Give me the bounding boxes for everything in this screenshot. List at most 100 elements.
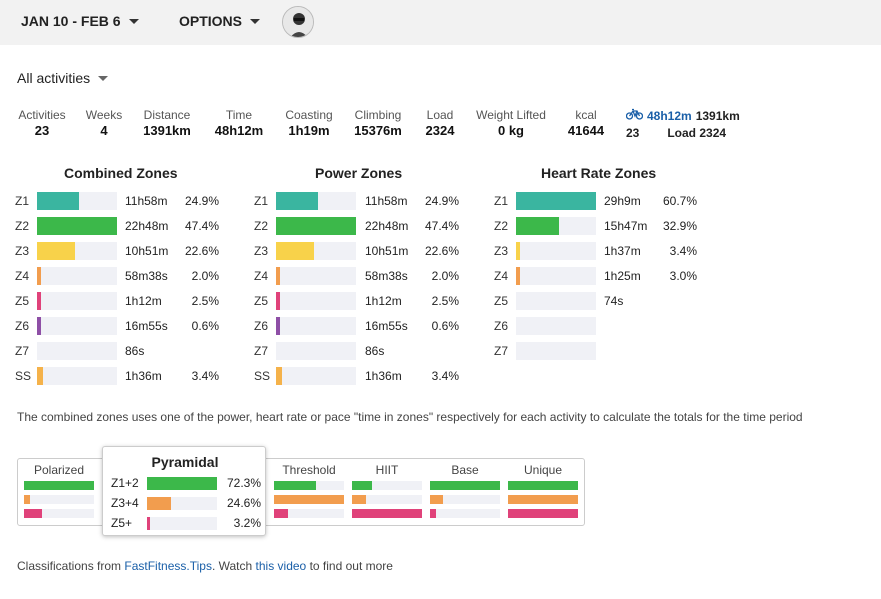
zone-row-z4: Z4 1h25m 3.0% [494, 267, 724, 285]
classification-threshold[interactable]: Threshold [282, 463, 336, 477]
video-link[interactable]: this video [255, 559, 307, 573]
stat-coasting: Coasting 1h19m [281, 108, 337, 138]
classification-polarized[interactable]: Polarized [33, 463, 85, 477]
zone-row-z2: Z2 22h48m 47.4% [15, 217, 245, 235]
zone-time: 16m55s [125, 319, 168, 333]
stat-label: kcal [575, 108, 597, 122]
zone-label: Z5 [15, 294, 30, 308]
zone-time: 1h12m [125, 294, 162, 308]
footer-middle: . Watch [211, 559, 256, 573]
zone-bar-track [37, 192, 117, 210]
zone-percent: 3.4% [431, 369, 459, 383]
zone-bar-fill [37, 217, 117, 235]
zone-row-z7: Z7 86s [254, 342, 484, 360]
zone-percent: 24.9% [184, 194, 219, 208]
classification-bar-fill [352, 509, 422, 518]
pyramidal-percent: 24.6% [226, 496, 261, 510]
classification-bar-fill [352, 495, 366, 504]
ride-summary[interactable]: 48h12m 1391km 23 Load 2324 [625, 108, 740, 140]
stat-load: Load 2324 [420, 108, 460, 138]
zone-row-z7: Z7 86s [15, 342, 245, 360]
date-range-dropdown[interactable]: JAN 10 - FEB 6 [21, 13, 139, 29]
footer-suffix: to find out more [306, 559, 393, 573]
zone-bar-track [276, 242, 356, 260]
activity-filter-dropdown[interactable]: All activities [17, 70, 109, 86]
zone-bar-track [37, 292, 117, 310]
pyramidal-bar-track [147, 477, 217, 490]
activity-filter-label: All activities [17, 70, 91, 86]
zone-time: 1h36m [365, 369, 402, 383]
zone-label: Z7 [254, 344, 269, 358]
zone-row-z6: Z6 16m55s 0.6% [254, 317, 484, 335]
options-dropdown[interactable]: OPTIONS [179, 13, 261, 29]
pyramidal-bar-track [147, 497, 217, 510]
classification-base[interactable]: Base [451, 463, 479, 477]
pyramidal-percent: 72.3% [226, 476, 261, 490]
zone-bar-track [37, 367, 117, 385]
zone-label: Z2 [254, 219, 269, 233]
stat-value: 1391km [143, 123, 191, 138]
zone-label: Z2 [15, 219, 30, 233]
classification-bar-track [274, 509, 344, 518]
ride-load: Load 2324 [667, 126, 727, 140]
zone-percent: 2.0% [431, 269, 459, 283]
classification-bar: Polarized Threshold HIIT Base Unique [17, 458, 585, 526]
top-bar: JAN 10 - FEB 6 OPTIONS [0, 0, 881, 45]
zone-percent: 0.6% [431, 319, 459, 333]
zone-bar-track [516, 217, 596, 235]
zone-bar-fill [276, 367, 282, 385]
fastfitness-link[interactable]: FastFitness.Tips [124, 559, 212, 573]
zone-label: Z5 [494, 294, 509, 308]
chevron-down-icon [250, 18, 261, 24]
zone-row-z2: Z2 15h47m 32.9% [494, 217, 724, 235]
zone-time: 1h12m [365, 294, 402, 308]
zone-label: Z4 [254, 269, 269, 283]
zone-label: Z2 [494, 219, 509, 233]
classification-bar-fill [24, 509, 42, 518]
stat-label: Load [426, 108, 454, 122]
zone-bar-fill [37, 317, 41, 335]
zone-label: Z1 [494, 194, 509, 208]
zone-bar-fill [516, 217, 560, 235]
zone-time: 58m38s [125, 269, 168, 283]
zone-time: 1h37m [604, 244, 641, 258]
zone-row-z5: Z5 74s [494, 292, 724, 310]
classification-unique[interactable]: Unique [523, 463, 563, 477]
zone-bar-fill [276, 217, 356, 235]
zone-bar-track [276, 217, 356, 235]
zone-bar-fill [276, 242, 315, 260]
zone-bar-track [37, 267, 117, 285]
zone-bar-track [276, 317, 356, 335]
zone-percent: 22.6% [424, 244, 459, 258]
pyramidal-bar-fill [147, 517, 151, 530]
avatar[interactable] [282, 6, 314, 38]
zone-bar-track [37, 317, 117, 335]
ride-count: 23 [626, 126, 640, 140]
classification-hiit[interactable]: HIIT [375, 463, 399, 477]
zone-bar-track [516, 342, 596, 360]
zone-bar-track [276, 267, 356, 285]
classification-bar-fill [508, 481, 578, 490]
stat-value: 4 [100, 123, 108, 138]
classification-bar-track [24, 495, 94, 504]
stat-value: 1h19m [288, 123, 330, 138]
pyramidal-bar-track [147, 517, 217, 530]
zone-label: Z4 [15, 269, 30, 283]
footer-prefix: Classifications from [17, 559, 125, 573]
zone-time: 74s [604, 294, 624, 308]
zone-time: 10h51m [365, 244, 409, 258]
classification-bar-fill [508, 509, 578, 518]
zone-percent: 22.6% [184, 244, 219, 258]
zone-bar-track [276, 292, 356, 310]
pyramidal-zone-label: Z3+4 [111, 496, 139, 510]
pyramidal-row: Z1+2 72.3% [111, 476, 261, 490]
zone-label: Z4 [494, 269, 509, 283]
pyramidal-title: Pyramidal [151, 454, 219, 470]
zone-percent: 2.0% [191, 269, 219, 283]
classification-bar-track [274, 481, 344, 490]
pyramidal-popup[interactable]: Pyramidal Z1+2 72.3% Z3+4 24.6% Z5+ 3.2% [102, 446, 266, 536]
classification-bar-fill [274, 509, 288, 518]
stat-label: Activities [18, 108, 66, 122]
zone-row-z6: Z6 16m55s 0.6% [15, 317, 245, 335]
zone-percent: 3.4% [191, 369, 219, 383]
